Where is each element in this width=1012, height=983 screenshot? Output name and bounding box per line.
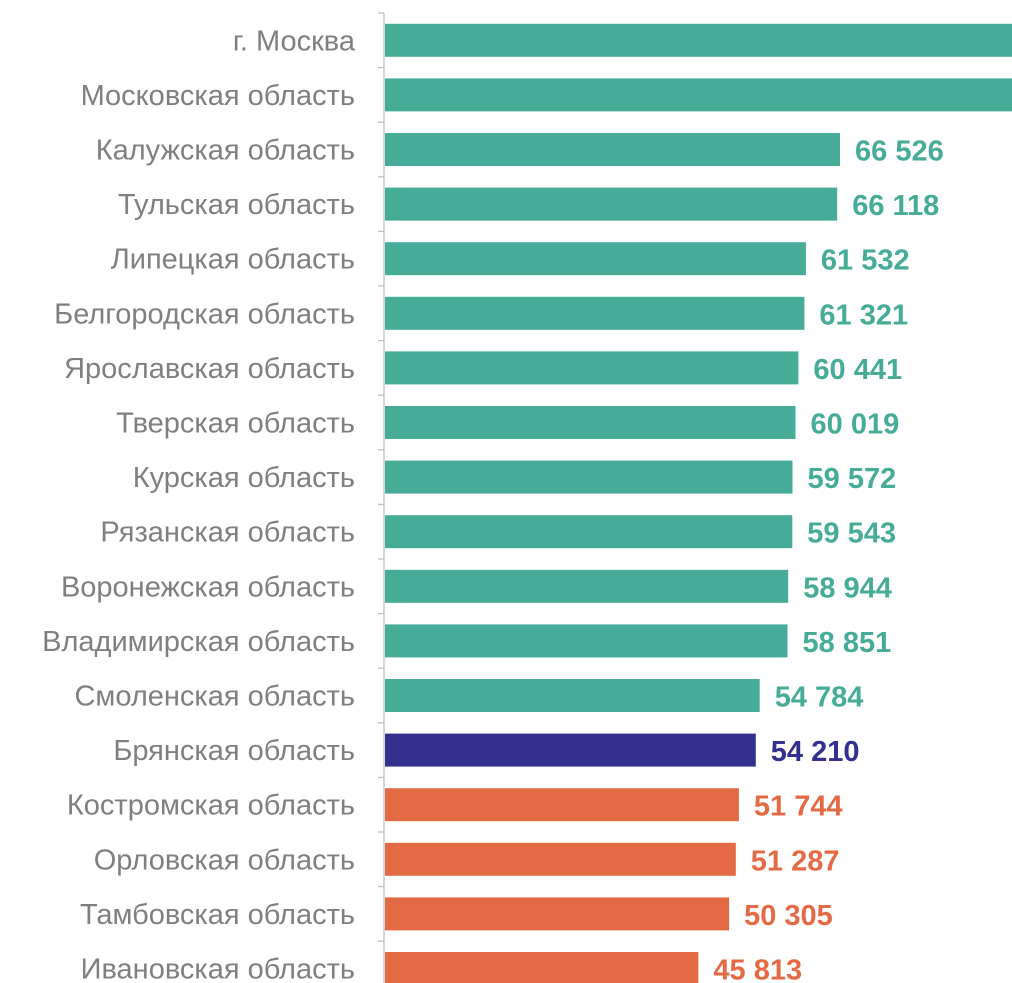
bar	[385, 515, 793, 549]
category-label: Владимирская область	[42, 626, 355, 658]
bars	[385, 23, 1012, 983]
bar	[385, 242, 806, 276]
value-label: 54 784	[775, 682, 864, 714]
category-label: Орловская область	[94, 844, 355, 876]
value-label: 66 526	[855, 136, 944, 168]
value-label: 45 813	[713, 955, 802, 983]
value-label: 60 441	[813, 354, 902, 386]
value-label: 54 210	[771, 736, 860, 768]
category-label: Курская область	[133, 462, 355, 494]
category-label: Брянская область	[113, 735, 355, 767]
bar	[385, 23, 1012, 57]
value-label: 50 305	[744, 900, 833, 932]
category-label: Тамбовская область	[80, 899, 355, 931]
value-label: 66 118	[852, 190, 939, 222]
category-label: г. Москва	[233, 25, 356, 57]
bar	[385, 569, 789, 603]
category-label: Липецкая область	[111, 244, 355, 276]
category-label: Белгородская область	[54, 298, 355, 330]
category-label: Рязанская область	[100, 517, 355, 549]
bar	[385, 187, 838, 221]
bar	[385, 624, 788, 658]
bar	[385, 406, 796, 439]
category-label: Калужская область	[96, 135, 355, 167]
value-label: 51 744	[754, 791, 843, 823]
bar	[385, 788, 739, 822]
category-labels: г. Москва Московская область Калужская обл…	[42, 25, 356, 983]
category-label: Костромская область	[67, 790, 355, 822]
bar	[385, 133, 840, 166]
value-label: 61 321	[819, 299, 908, 331]
y-axis	[378, 12, 385, 983]
bar	[385, 296, 805, 330]
category-label: Ивановская область	[81, 954, 355, 983]
category-label: Тульская область	[118, 189, 355, 221]
category-label: Смоленская область	[74, 681, 355, 713]
value-label: 60 019	[811, 409, 900, 441]
value-label: 58 851	[803, 627, 892, 659]
bar	[385, 952, 699, 983]
value-label: 59 572	[808, 463, 897, 495]
bar	[385, 842, 736, 876]
category-label: Тверская область	[116, 408, 355, 440]
value-label: 61 532	[821, 245, 910, 277]
category-label: Воронежская область	[61, 571, 355, 603]
bar	[385, 78, 1012, 112]
value-label: 51 287	[751, 845, 840, 877]
category-label: Ярославская область	[64, 353, 355, 385]
category-label: Московская область	[81, 80, 355, 112]
bar	[385, 733, 756, 767]
bar	[385, 351, 799, 385]
bar	[385, 460, 793, 494]
value-label: 59 543	[807, 518, 896, 550]
value-label: 58 944	[803, 572, 892, 604]
bar	[385, 679, 760, 712]
bar	[385, 897, 730, 931]
